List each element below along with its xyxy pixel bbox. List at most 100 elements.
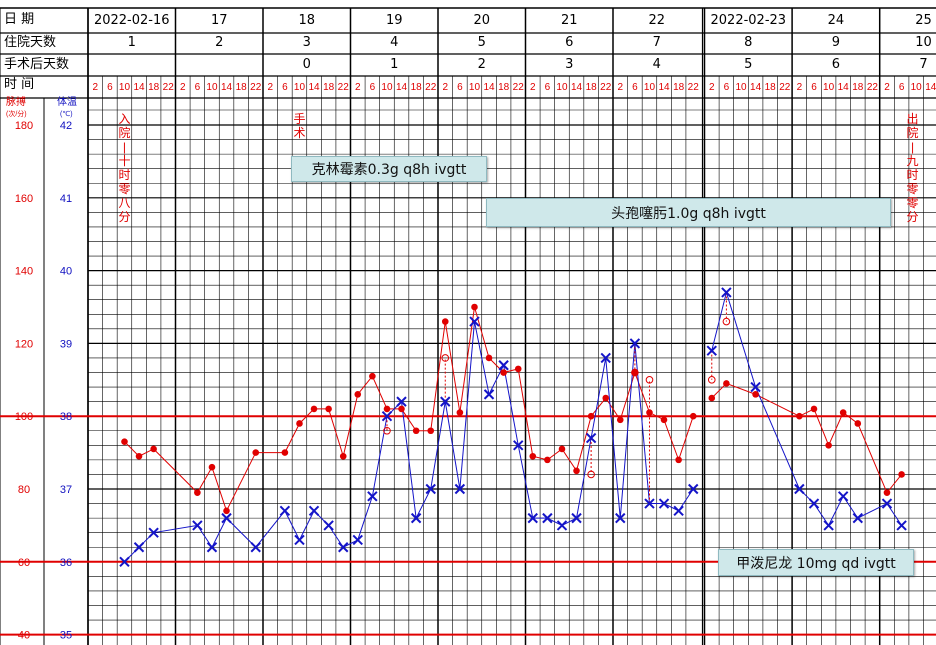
- time-row-label: 时 间: [4, 77, 34, 92]
- hour-cell: 10: [381, 82, 393, 93]
- pulse-point: [121, 438, 128, 445]
- pulse-point: [281, 449, 289, 456]
- temperature-point-stroke: [706, 345, 717, 356]
- hour-cell: 18: [323, 82, 335, 93]
- temp-tick-label: 41: [60, 193, 72, 205]
- pulse-point: [708, 394, 716, 402]
- temperature-point: [294, 534, 305, 546]
- admission-marker: 十: [118, 154, 130, 168]
- temperature-point-stroke: [585, 432, 597, 444]
- hour-cell: 22: [163, 82, 175, 93]
- discharge-marker: 院: [907, 126, 919, 140]
- hosp-day-cell: 6: [565, 35, 573, 50]
- discharge-marker: 出: [907, 112, 919, 126]
- admission-marker: 分: [118, 210, 130, 224]
- pulse-point: [412, 427, 420, 435]
- hour-cell: 2: [443, 82, 449, 93]
- hour-cell: 14: [925, 82, 936, 93]
- temperature-point-stroke: [454, 483, 466, 495]
- temperature-point-stroke: [410, 512, 422, 524]
- pulse-point: [369, 372, 376, 380]
- pulse-point: [646, 409, 653, 416]
- temperature-point-stroke: [556, 520, 568, 531]
- date-cell: 20: [473, 13, 490, 28]
- hour-cell: 22: [513, 82, 525, 93]
- hour-cell: 2: [268, 82, 274, 93]
- temperature-point: [644, 498, 655, 509]
- discharge-marker: 分: [907, 210, 919, 224]
- hour-cell: 6: [724, 82, 730, 93]
- cooling-marker: [645, 376, 654, 384]
- hour-cell: 6: [370, 82, 376, 93]
- date-cell: 24: [828, 13, 845, 28]
- pulse-point: [339, 452, 347, 460]
- temperature-point-stroke: [352, 534, 363, 546]
- temperature-point: [410, 512, 422, 524]
- temp-tick-label: 36: [60, 557, 72, 569]
- surgery-marker: 手: [293, 112, 305, 126]
- grid: [0, 7, 936, 645]
- temperature-point-stroke: [673, 505, 684, 517]
- pulse-tick-label: 160: [15, 193, 33, 205]
- temperature-point: [896, 520, 907, 531]
- hosp-day-cell: 3: [303, 35, 311, 50]
- postop-row-label: 手术后天数: [4, 57, 69, 72]
- surgery-marker: 术: [293, 126, 305, 140]
- temp-tick-label: 40: [60, 266, 72, 278]
- temperature-point-stroke: [338, 542, 349, 553]
- hour-cell: 6: [632, 82, 638, 93]
- admission-marker: 院: [118, 126, 130, 140]
- pulse-point: [135, 452, 143, 460]
- temperature-point: [881, 498, 893, 509]
- temperature-point-stroke: [381, 410, 393, 422]
- temp-axis-title: 体温: [57, 96, 77, 108]
- temperature-point-stroke: [600, 352, 611, 364]
- temperature-point-stroke: [367, 491, 378, 502]
- hour-cell: 14: [483, 82, 495, 93]
- pulse-point: [689, 412, 697, 420]
- hour-cell: 14: [133, 82, 145, 93]
- temperature-point-stroke: [794, 483, 805, 495]
- temperature-point: [454, 483, 466, 495]
- hour-cell: 22: [688, 82, 700, 93]
- pulse-point: [752, 391, 759, 398]
- pulse-point: [456, 409, 464, 416]
- pulse-point: [796, 412, 803, 420]
- temperature-point-stroke: [192, 520, 203, 531]
- date-row-label: 日 期: [4, 12, 34, 27]
- cooling-marker: [587, 470, 595, 479]
- temperature-point: [192, 520, 203, 531]
- hour-cell: 6: [195, 82, 201, 93]
- hour-cell: 2: [618, 82, 624, 93]
- hour-cell: 2: [884, 82, 890, 93]
- temp-axis-unit: (℃): [60, 111, 73, 118]
- hosp-day-cell: 5: [478, 35, 486, 50]
- drug-label-cefotaxime: 头孢噻肟1.0g q8h ivgtt: [486, 198, 891, 227]
- hour-cell: 10: [294, 82, 306, 93]
- hour-cell: 14: [221, 82, 233, 93]
- temperature-point: [498, 360, 509, 371]
- temp-tick-label: 37: [60, 484, 72, 496]
- temperature-point: [308, 505, 320, 517]
- hour-cell: 2: [797, 82, 803, 93]
- pulse-point: [839, 409, 847, 416]
- postop-day-cell: 3: [565, 57, 573, 72]
- pulse-point: [325, 405, 332, 413]
- pulse-point: [194, 489, 201, 496]
- temperature-point-stroke: [279, 505, 291, 517]
- pulse-point: [310, 405, 318, 413]
- pulse-point: [883, 489, 891, 496]
- postop-day-cell: 0: [303, 57, 311, 72]
- pulse-point: [471, 303, 478, 311]
- temperature-point: [721, 287, 732, 298]
- hour-cell: 14: [308, 82, 320, 93]
- pulse-tick-label: 140: [15, 266, 33, 278]
- hour-cell: 6: [457, 82, 463, 93]
- temp-tick-label: 39: [60, 338, 72, 350]
- pulse-point: [208, 463, 216, 471]
- hour-cell: 10: [556, 82, 568, 93]
- postop-day-cell: 6: [832, 57, 840, 72]
- pulse-point: [514, 365, 522, 373]
